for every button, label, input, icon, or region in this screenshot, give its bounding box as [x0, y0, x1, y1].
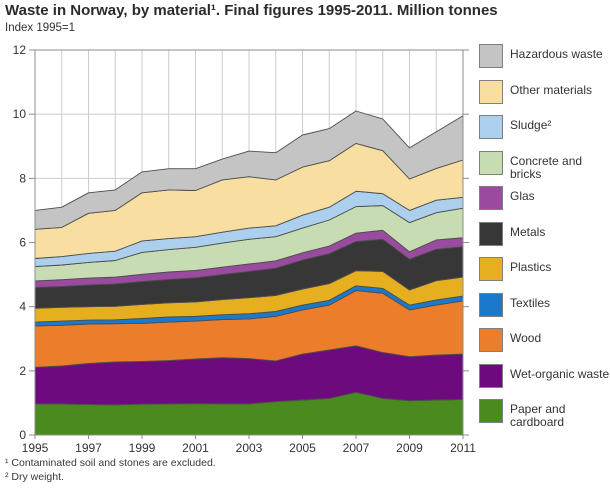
- legend-swatch-plastics: [479, 257, 503, 281]
- y-tick-label: 2: [19, 364, 26, 378]
- legend-item-other-materials: Other materials: [479, 79, 610, 116]
- legend-label: Other materials: [510, 82, 593, 97]
- axes: 0 2 4 6 8 10 12 1995 1997 1999 2001 2003 2005 2007 200…: [13, 43, 477, 455]
- legend-item-glas: Glas: [479, 186, 610, 222]
- legend-swatch-textiles: [479, 292, 503, 317]
- legend-label: Paper and cardboard: [510, 402, 566, 430]
- x-tick-label: 2003: [236, 441, 263, 455]
- area-series: [34, 110, 464, 436]
- legend-swatch-other-materials: [479, 79, 503, 104]
- legend-item-plastics: Plastics: [479, 257, 610, 293]
- chart-subtitle: Index 1995=1: [5, 22, 76, 34]
- x-tick-label: 2005: [289, 441, 316, 455]
- legend-swatch-metals: [479, 221, 503, 246]
- legend-swatch-hazardous-waste: [479, 44, 503, 68]
- y-tick-label: 10: [13, 107, 27, 121]
- legend-swatch-paper-and-cardboard: [479, 399, 503, 423]
- legend-label: Sludge²: [510, 118, 552, 132]
- legend-swatch-concrete-and-bricks: [479, 150, 503, 175]
- y-tick-label: 12: [13, 43, 27, 57]
- chart-footnotes: ¹ Contaminated soil and stones are exclu…: [5, 457, 216, 484]
- legend-swatch-wood: [479, 328, 503, 352]
- footnote-2: ² Dry weight.: [5, 470, 64, 483]
- x-tick-label: 2009: [396, 441, 423, 455]
- legend-item-wet-organic-waste: Wet-organic waste: [479, 363, 610, 400]
- legend-swatch-wet-organic-waste: [479, 363, 503, 388]
- legend-item-textiles: Textiles: [479, 292, 610, 329]
- footnote-1: ¹ Contaminated soil and stones are exclu…: [5, 457, 216, 469]
- legend-label: Hazardous waste: [510, 47, 603, 61]
- x-tick-label: 2001: [182, 441, 209, 455]
- legend-label: Textiles: [510, 295, 551, 310]
- x-tick-label: 1995: [22, 441, 49, 455]
- legend-label: Metals: [510, 224, 546, 239]
- legend-item-sludge: Sludge²: [479, 115, 610, 151]
- legend-label: Wet-organic waste: [510, 366, 610, 381]
- y-tick-label: 4: [19, 300, 26, 314]
- legend-label: Plastics: [510, 260, 552, 274]
- x-tick-label: 1999: [129, 441, 156, 455]
- chart-title: Waste in Norway, by material¹. Final fig…: [5, 2, 498, 19]
- legend-label: Glas: [510, 189, 535, 203]
- legend-swatch-sludge: [479, 115, 503, 139]
- legend-item-metals: Metals: [479, 221, 610, 258]
- y-tick-label: 0: [19, 428, 26, 442]
- legend-item-paper-and-cardboard: Paper and cardboard: [479, 399, 610, 435]
- x-tick-label: 1997: [75, 441, 102, 455]
- legend-swatch-glas: [479, 186, 503, 210]
- legend-item-hazardous-waste: Hazardous waste: [479, 44, 610, 80]
- legend-label: Concrete and bricks: [510, 153, 583, 181]
- y-tick-label: 8: [19, 171, 26, 185]
- chart-legend: Hazardous waste Other materials Sludge² Con…: [479, 44, 610, 435]
- legend-item-wood: Wood: [479, 328, 610, 364]
- x-tick-label: 2011: [450, 441, 476, 455]
- legend-label: Wood: [510, 331, 542, 345]
- x-tick-label: 2007: [343, 441, 370, 455]
- y-tick-label: 6: [19, 236, 26, 250]
- legend-item-concrete-and-bricks: Concrete and bricks: [479, 150, 610, 187]
